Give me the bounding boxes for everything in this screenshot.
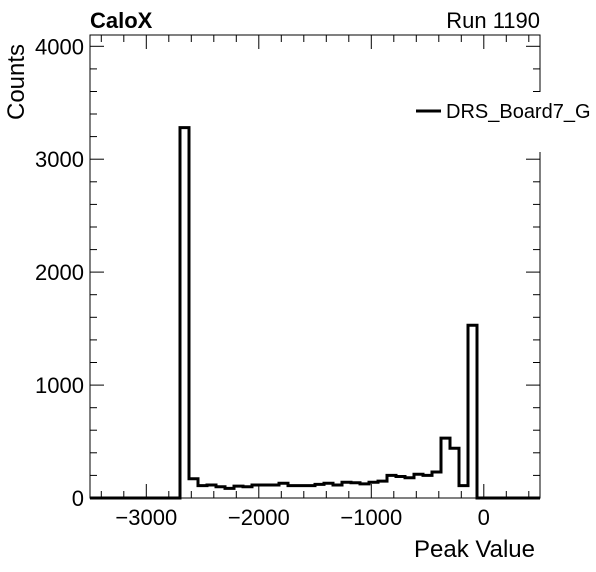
plot-frame [89, 34, 541, 499]
histogram-series-line [90, 126, 540, 500]
x-axis-ticks [100, 35, 530, 498]
x-tick-label: 0 [478, 505, 490, 530]
x-tick-label: −1000 [340, 505, 402, 530]
y-tick-label: 3000 [35, 147, 84, 172]
y-axis-title: Counts [3, 44, 30, 120]
y-tick-label: 1000 [35, 373, 84, 398]
run-label: Run 1190 [446, 8, 540, 33]
x-tick-label: −3000 [115, 505, 177, 530]
y-tick-label: 0 [72, 486, 84, 511]
experiment-label: CaloX [90, 8, 153, 33]
x-axis-title: Peak Value [414, 536, 535, 563]
y-axis-tick-labels: 0 1000 2000 3000 4000 [35, 34, 84, 511]
y-tick-label: 4000 [35, 34, 84, 59]
legend: DRS_Board7_G [412, 92, 596, 152]
legend-background [412, 92, 596, 152]
y-tick-label: 2000 [35, 260, 84, 285]
x-axis-tick-labels: −3000 −2000 −1000 0 [115, 505, 490, 530]
legend-label: DRS_Board7_G [446, 101, 591, 123]
x-tick-label: −2000 [228, 505, 290, 530]
